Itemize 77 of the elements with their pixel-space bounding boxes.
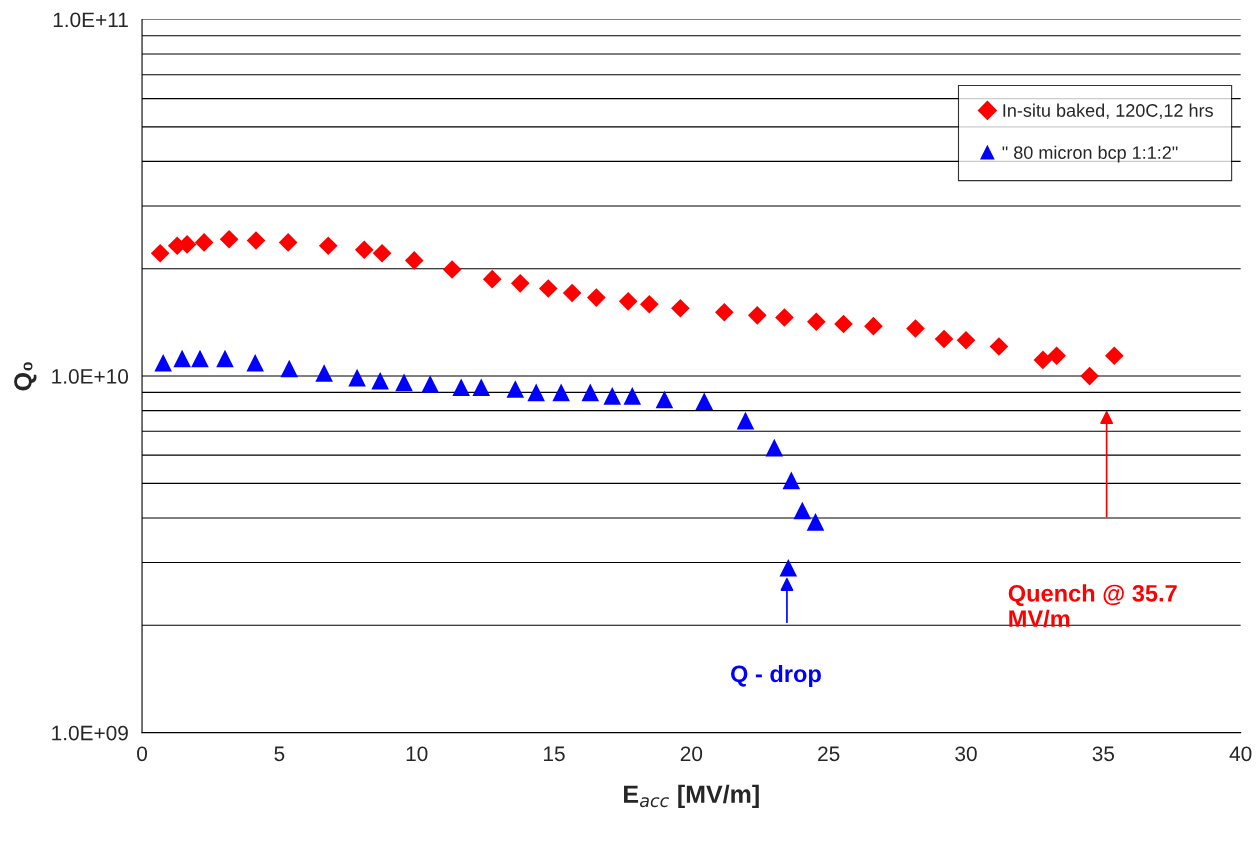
point — [354, 240, 374, 260]
point — [747, 306, 767, 325]
point — [194, 233, 214, 252]
point — [989, 337, 1009, 356]
point — [527, 383, 545, 402]
x-tick-label: 0 — [137, 746, 148, 762]
point — [1105, 346, 1124, 366]
point — [191, 349, 209, 368]
annotation: Quench @ 35.7 MV/m — [1008, 584, 1177, 628]
point — [775, 308, 794, 327]
point — [472, 378, 491, 397]
point — [318, 236, 338, 256]
x-tick-label: 10 — [406, 746, 428, 762]
point — [219, 229, 239, 249]
y-tick-label: 1.0E+09 — [52, 725, 128, 741]
point — [623, 387, 642, 405]
x-tick-label: 25 — [818, 746, 840, 762]
point — [246, 231, 266, 250]
point — [906, 319, 925, 338]
point — [603, 387, 622, 405]
point — [173, 349, 191, 368]
point — [782, 471, 801, 490]
point — [348, 368, 366, 387]
point — [655, 390, 674, 409]
y-axis-title: Q₀ — [14, 362, 37, 391]
point — [934, 329, 954, 349]
point — [779, 558, 798, 577]
point — [552, 383, 570, 402]
point — [442, 260, 462, 279]
point — [1033, 350, 1053, 370]
annotation: Q - drop — [731, 664, 821, 687]
point — [506, 380, 525, 398]
x-axis-title: E$_{acc}$ [MV/m] — [624, 784, 759, 809]
point — [714, 302, 734, 322]
legend-label: In-situ baked, 120C,12 hrs — [1003, 103, 1213, 120]
point — [640, 294, 659, 314]
x-tick-label: 5 — [274, 746, 285, 762]
point — [278, 233, 298, 252]
point — [246, 353, 264, 372]
point — [587, 288, 606, 307]
x-tick-label: 20 — [680, 746, 703, 762]
point — [562, 283, 582, 303]
point — [1080, 366, 1099, 386]
x-tick-label: 30 — [955, 746, 977, 762]
point — [452, 378, 470, 397]
x-tick-label: 15 — [544, 746, 565, 762]
point — [695, 392, 714, 411]
point — [864, 316, 883, 336]
point — [806, 513, 825, 531]
x-tick-label: 40 — [1229, 746, 1252, 762]
point — [315, 364, 333, 382]
point — [618, 292, 638, 311]
point — [154, 353, 172, 372]
point — [404, 251, 424, 270]
point — [671, 298, 690, 318]
point — [372, 243, 392, 263]
point — [395, 373, 413, 392]
point — [510, 274, 530, 293]
point — [421, 375, 439, 393]
point — [793, 501, 812, 520]
point — [482, 269, 502, 289]
point — [736, 411, 755, 430]
point — [371, 372, 389, 390]
point — [150, 243, 170, 263]
y-tick-label: 1.0E+11 — [53, 12, 128, 28]
point — [834, 314, 853, 334]
y-tick-label: 1.0E+10 — [52, 369, 129, 384]
point — [807, 312, 826, 332]
point — [956, 330, 976, 350]
point — [581, 383, 600, 402]
point — [765, 438, 784, 457]
point — [1047, 346, 1066, 366]
point — [538, 279, 558, 298]
point — [280, 359, 299, 378]
point — [216, 349, 234, 368]
legend-label: " 80 micron bcp 1:1:2" — [1002, 145, 1178, 163]
x-tick-label: 35 — [1092, 746, 1115, 762]
